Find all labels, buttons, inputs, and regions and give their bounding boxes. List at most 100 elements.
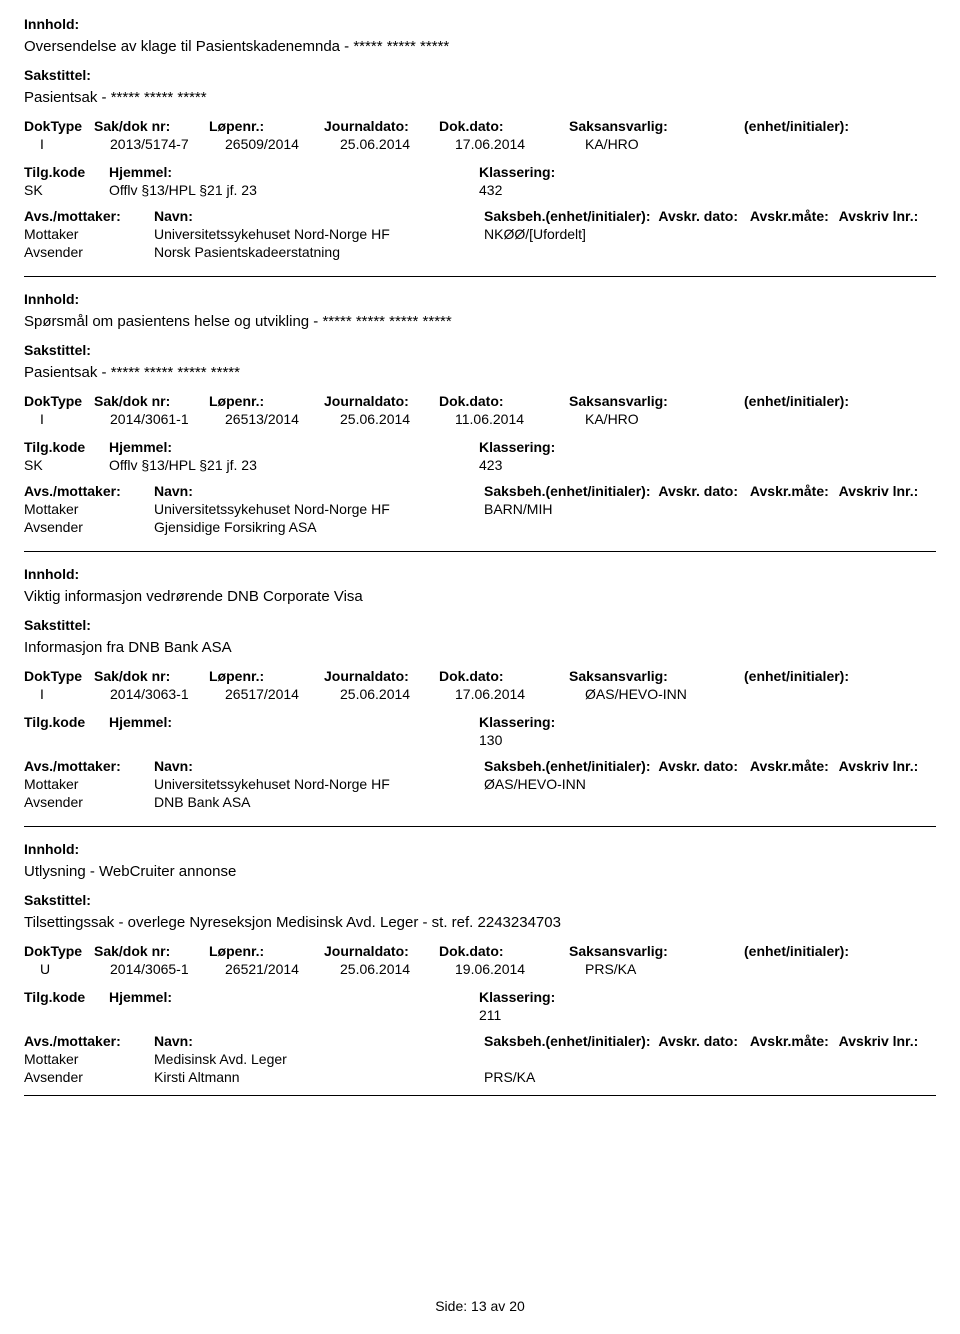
parties-list: Mottaker Universitetssykehuset Nord-Norg… bbox=[24, 226, 936, 260]
sakstittel-label: Sakstittel: bbox=[24, 892, 936, 908]
avsmottaker-label: Avs./mottaker: bbox=[24, 483, 154, 499]
dokdato-label: Dok.dato: bbox=[439, 943, 569, 959]
innhold-value: Viktig informasjon vedrørende DNB Corpor… bbox=[24, 588, 936, 605]
party-unit bbox=[484, 794, 684, 810]
sakstittel-value: Informasjon fra DNB Bank ASA bbox=[24, 639, 936, 656]
innhold-value: Spørsmål om pasientens helse og utviklin… bbox=[24, 313, 936, 330]
navn-label: Navn: bbox=[154, 208, 484, 224]
dokdato-value: 17.06.2014 bbox=[455, 686, 585, 702]
journaldato-value: 25.06.2014 bbox=[340, 411, 455, 427]
enhet-initialer-label: (enhet/initialer): bbox=[744, 118, 936, 134]
journal-header-row: DokType Sak/dok nr: Løpenr.: Journaldato… bbox=[24, 118, 936, 134]
doktype-label: DokType bbox=[24, 668, 94, 684]
party-unit: PRS/KA bbox=[484, 1069, 684, 1085]
journaldato-value: 25.06.2014 bbox=[340, 136, 455, 152]
saksbeh-etc-label: Saksbeh.(enhet/initialer): Avskr. dato: … bbox=[484, 208, 936, 224]
innhold-value: Utlysning - WebCruiter annonse bbox=[24, 863, 936, 880]
journal-record: Innhold: Spørsmål om pasientens helse og… bbox=[24, 276, 936, 547]
klassering-label: Klassering: bbox=[479, 714, 679, 730]
innhold-label: Innhold: bbox=[24, 841, 936, 857]
saksansvarlig-label: Saksansvarlig: bbox=[569, 393, 744, 409]
journaldato-label: Journaldato: bbox=[324, 393, 439, 409]
party-role: Mottaker bbox=[24, 776, 154, 792]
saksansvarlig-value: ØAS/HEVO-INN bbox=[585, 686, 760, 702]
klassering-label: Klassering: bbox=[479, 164, 679, 180]
innhold-label: Innhold: bbox=[24, 291, 936, 307]
tilg-value-row: 130 bbox=[24, 732, 936, 748]
sakdoknr-value: 2013/5174-7 bbox=[110, 136, 225, 152]
party-unit bbox=[484, 519, 684, 535]
doktype-label: DokType bbox=[24, 118, 94, 134]
sakstittel-value: Pasientsak - ***** ***** ***** ***** bbox=[24, 364, 936, 381]
navn-label: Navn: bbox=[154, 483, 484, 499]
hjemmel-label: Hjemmel: bbox=[109, 164, 479, 180]
party-role: Mottaker bbox=[24, 1051, 154, 1067]
footer-side-label: Side: bbox=[435, 1298, 467, 1314]
dokdato-label: Dok.dato: bbox=[439, 668, 569, 684]
party-unit: ØAS/HEVO-INN bbox=[484, 776, 684, 792]
navn-label: Navn: bbox=[154, 758, 484, 774]
party-name: Universitetssykehuset Nord-Norge HF bbox=[154, 776, 484, 792]
tilg-header-row: Tilg.kode Hjemmel: Klassering: bbox=[24, 439, 936, 455]
hjemmel-value: Offlv §13/HPL §21 jf. 23 bbox=[109, 457, 479, 473]
journal-value-row: I 2014/3061-1 26513/2014 25.06.2014 11.0… bbox=[24, 411, 936, 427]
party-name: Gjensidige Forsikring ASA bbox=[154, 519, 484, 535]
tilgkode-label: Tilg.kode bbox=[24, 714, 109, 730]
tilgkode-label: Tilg.kode bbox=[24, 439, 109, 455]
party-row: Avsender DNB Bank ASA bbox=[24, 794, 936, 810]
tilgkode-label: Tilg.kode bbox=[24, 164, 109, 180]
tilgkode-value: SK bbox=[24, 457, 109, 473]
klassering-value: 432 bbox=[479, 182, 679, 198]
enhet-initialer-value bbox=[760, 686, 936, 702]
doktype-label: DokType bbox=[24, 393, 94, 409]
enhet-initialer-label: (enhet/initialer): bbox=[744, 943, 936, 959]
sakstittel-label: Sakstittel: bbox=[24, 342, 936, 358]
journal-record: Innhold: Viktig informasjon vedrørende D… bbox=[24, 551, 936, 822]
sakstittel-value: Tilsettingssak - overlege Nyreseksjon Me… bbox=[24, 914, 936, 931]
tilg-header-row: Tilg.kode Hjemmel: Klassering: bbox=[24, 164, 936, 180]
journal-value-row: I 2013/5174-7 26509/2014 25.06.2014 17.0… bbox=[24, 136, 936, 152]
klassering-label: Klassering: bbox=[479, 989, 679, 1005]
tilgkode-label: Tilg.kode bbox=[24, 989, 109, 1005]
lopenr-value: 26517/2014 bbox=[225, 686, 340, 702]
dokdato-value: 11.06.2014 bbox=[455, 411, 585, 427]
sakdoknr-label: Sak/dok nr: bbox=[94, 943, 209, 959]
party-role: Avsender bbox=[24, 519, 154, 535]
journal-record: Innhold: Oversendelse av klage til Pasie… bbox=[24, 16, 936, 272]
footer-page-current: 13 bbox=[471, 1298, 487, 1314]
footer-page-total: 20 bbox=[509, 1298, 525, 1314]
hjemmel-label: Hjemmel: bbox=[109, 714, 479, 730]
tilgkode-value bbox=[24, 732, 109, 748]
innhold-label: Innhold: bbox=[24, 566, 936, 582]
journaldato-label: Journaldato: bbox=[324, 118, 439, 134]
party-role: Avsender bbox=[24, 794, 154, 810]
journal-record: Innhold: Utlysning - WebCruiter annonse … bbox=[24, 826, 936, 1106]
parties-list: Mottaker Universitetssykehuset Nord-Norg… bbox=[24, 501, 936, 535]
party-row: Mottaker Universitetssykehuset Nord-Norg… bbox=[24, 226, 936, 242]
navn-label: Navn: bbox=[154, 1033, 484, 1049]
tilg-header-row: Tilg.kode Hjemmel: Klassering: bbox=[24, 714, 936, 730]
journaldato-label: Journaldato: bbox=[324, 943, 439, 959]
page-footer: Side: 13 av 20 bbox=[0, 1298, 960, 1314]
enhet-initialer-value bbox=[760, 411, 936, 427]
lopenr-label: Løpenr.: bbox=[209, 668, 324, 684]
tilgkode-value: SK bbox=[24, 182, 109, 198]
hjemmel-value bbox=[109, 1007, 479, 1023]
innhold-value: Oversendelse av klage til Pasientskadene… bbox=[24, 38, 936, 55]
lopenr-value: 26513/2014 bbox=[225, 411, 340, 427]
page: Innhold: Oversendelse av klage til Pasie… bbox=[0, 0, 960, 1334]
party-name: Universitetssykehuset Nord-Norge HF bbox=[154, 226, 484, 242]
party-name: Kirsti Altmann bbox=[154, 1069, 484, 1085]
klassering-value: 423 bbox=[479, 457, 679, 473]
sakdoknr-label: Sak/dok nr: bbox=[94, 118, 209, 134]
enhet-initialer-value bbox=[760, 136, 936, 152]
party-row: Avsender Norsk Pasientskadeerstatning bbox=[24, 244, 936, 260]
party-name: Norsk Pasientskadeerstatning bbox=[154, 244, 484, 260]
party-unit bbox=[484, 244, 684, 260]
avsmot-header-row: Avs./mottaker: Navn: Saksbeh.(enhet/init… bbox=[24, 208, 936, 224]
dokdato-value: 19.06.2014 bbox=[455, 961, 585, 977]
tilg-value-row: SK Offlv §13/HPL §21 jf. 23 432 bbox=[24, 182, 936, 198]
avsmottaker-label: Avs./mottaker: bbox=[24, 758, 154, 774]
hjemmel-label: Hjemmel: bbox=[109, 439, 479, 455]
klassering-value: 211 bbox=[479, 1007, 679, 1023]
